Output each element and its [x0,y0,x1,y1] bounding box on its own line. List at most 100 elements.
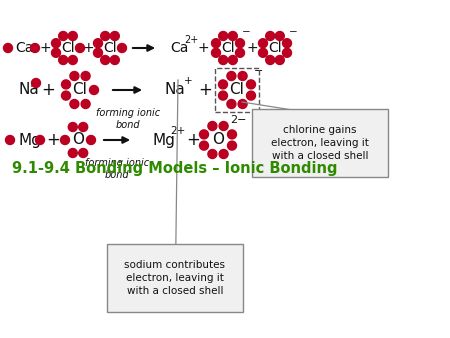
Circle shape [275,31,284,41]
Circle shape [219,80,228,89]
Circle shape [212,39,220,48]
Circle shape [283,48,292,57]
Text: +: + [41,81,55,99]
Text: sodium contributes
electron, leaving it
with a closed shell: sodium contributes electron, leaving it … [125,260,225,296]
Circle shape [110,31,119,41]
Circle shape [68,55,77,65]
Text: Cl: Cl [268,41,282,55]
Circle shape [90,86,99,95]
Circle shape [81,99,90,108]
Circle shape [208,121,217,130]
Text: Cl: Cl [72,82,87,97]
Circle shape [219,149,228,159]
Circle shape [219,55,228,65]
Text: forming ionic
bond: forming ionic bond [96,108,160,130]
Circle shape [62,80,71,89]
Circle shape [81,72,90,80]
Circle shape [275,55,284,65]
Text: Cl: Cl [103,41,117,55]
Circle shape [31,44,40,52]
Circle shape [58,31,68,41]
Circle shape [219,91,228,100]
Circle shape [228,31,237,41]
Circle shape [228,55,237,65]
Circle shape [219,31,228,41]
Circle shape [51,48,60,57]
Text: +: + [184,76,192,86]
Circle shape [4,44,13,52]
Circle shape [51,39,60,48]
Text: Mg: Mg [152,132,175,147]
Circle shape [94,48,103,57]
Circle shape [79,122,88,131]
Circle shape [258,39,267,48]
Circle shape [283,39,292,48]
Text: O: O [212,132,224,147]
Circle shape [5,136,14,145]
Text: Ca: Ca [170,41,189,55]
Text: +: + [186,131,200,149]
Text: −: − [254,66,264,76]
Circle shape [228,130,237,139]
Text: 2+: 2+ [171,126,185,136]
Circle shape [247,80,256,89]
Text: Ca: Ca [15,41,33,55]
Circle shape [208,149,217,159]
Circle shape [36,136,45,145]
Circle shape [101,31,110,41]
Circle shape [199,130,208,139]
Circle shape [227,72,236,80]
FancyBboxPatch shape [252,109,388,177]
Circle shape [68,31,77,41]
Circle shape [62,91,71,100]
Text: +: + [198,81,212,99]
Circle shape [60,136,69,145]
Circle shape [266,55,274,65]
Circle shape [79,148,88,158]
Circle shape [266,31,274,41]
Circle shape [68,122,77,131]
Circle shape [70,72,79,80]
Text: +: + [82,41,94,55]
Circle shape [76,44,85,52]
Text: +: + [39,41,51,55]
Circle shape [94,39,103,48]
Circle shape [68,148,77,158]
Text: +: + [46,131,60,149]
Circle shape [238,72,247,80]
Text: 2+: 2+ [184,35,198,45]
Text: 9.1-9.4 Bonding Models – Ionic Bonding: 9.1-9.4 Bonding Models – Ionic Bonding [12,161,337,175]
Text: Cl: Cl [61,41,75,55]
Text: Cl: Cl [221,41,235,55]
Text: Na: Na [18,82,39,97]
Circle shape [228,141,237,150]
Circle shape [86,136,95,145]
Text: Mg: Mg [18,132,41,147]
Circle shape [58,55,68,65]
Circle shape [258,48,267,57]
Circle shape [219,121,228,130]
Circle shape [117,44,126,52]
Circle shape [110,55,119,65]
Circle shape [235,39,244,48]
Text: chlorine gains
electron, leaving it
with a closed shell: chlorine gains electron, leaving it with… [271,125,369,161]
Text: +: + [197,41,209,55]
Circle shape [238,99,247,108]
Text: −: − [288,27,297,37]
Text: forming ionic
bond: forming ionic bond [85,158,149,180]
FancyBboxPatch shape [107,244,243,312]
Text: Cl: Cl [230,82,244,97]
Circle shape [70,99,79,108]
Circle shape [32,78,40,88]
Circle shape [247,91,256,100]
Text: 2−: 2− [230,115,246,125]
Text: Na: Na [165,82,186,97]
Circle shape [235,48,244,57]
Circle shape [212,48,220,57]
Circle shape [101,55,110,65]
Text: O: O [72,132,84,147]
Circle shape [199,141,208,150]
Circle shape [227,99,236,108]
Text: +: + [246,41,258,55]
Text: −: − [242,27,250,37]
